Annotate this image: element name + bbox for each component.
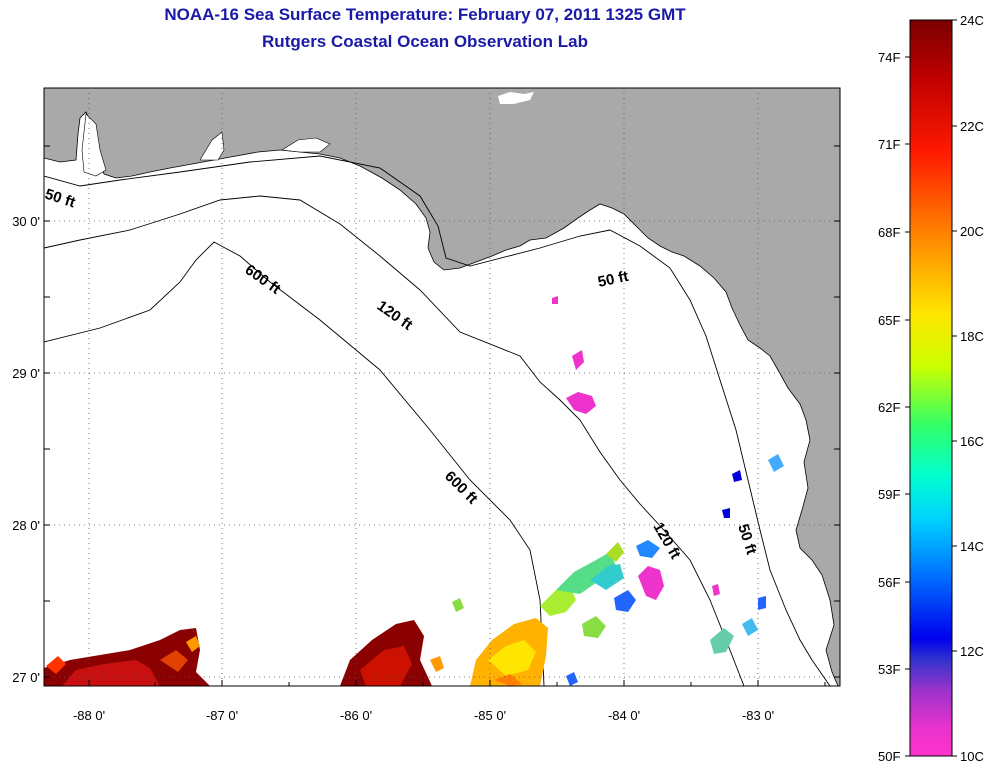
colorbar-ticks: [905, 19, 957, 757]
colorbar-fahrenheit-label: 53F: [878, 662, 900, 677]
colorbar-celsius-label: 18C: [960, 329, 984, 344]
colorbar-celsius-label: 20C: [960, 224, 984, 239]
colorbar-fahrenheit-label: 71F: [878, 137, 900, 152]
colorbar-fahrenheit-label: 59F: [878, 487, 900, 502]
lat-label: 27 0': [12, 670, 40, 685]
lon-label: -88 0': [73, 708, 105, 723]
axis-ticks: [44, 145, 840, 686]
colorbar-celsius-label: 22C: [960, 119, 984, 134]
bay-inlet: [81, 113, 107, 177]
isobath-50ft: [44, 155, 831, 686]
lat-label: 29 0': [12, 366, 40, 381]
bay-inlet: [281, 137, 331, 153]
colorbar-fahrenheit-label: 74F: [878, 50, 900, 65]
map-title: NOAA-16 Sea Surface Temperature: Februar…: [164, 5, 686, 24]
lat-label: 30 0': [12, 214, 40, 229]
lon-label: -87 0': [206, 708, 238, 723]
lon-label: -83 0': [742, 708, 774, 723]
colorbar: [909, 19, 953, 757]
lake: [498, 92, 534, 104]
colorbar-celsius-label: 16C: [960, 434, 984, 449]
colorbar-celsius-label: 12C: [960, 644, 984, 659]
isobath-600ft: [44, 241, 545, 686]
colorbar-fahrenheit-label: 50F: [878, 749, 900, 764]
isobath-120ft: [44, 195, 745, 686]
map-subtitle: Rutgers Coastal Ocean Observation Lab: [262, 32, 588, 51]
colorbar-fahrenheit-label: 62F: [878, 400, 900, 415]
colorbar-celsius-label: 14C: [960, 539, 984, 554]
colorbar-fahrenheit-label: 65F: [878, 313, 900, 328]
lon-label: -84 0': [608, 708, 640, 723]
sst-patches: [44, 296, 784, 686]
colorbar-fahrenheit-label: 68F: [878, 225, 900, 240]
contour-label-50ft-north: 50 ft: [596, 268, 630, 291]
bay-inlet: [199, 131, 225, 161]
plot-frame: [43, 87, 841, 687]
land-mass: [44, 88, 840, 686]
colorbar-celsius-label: 24C: [960, 13, 984, 28]
colorbar-celsius-label: 10C: [960, 749, 984, 764]
lon-label: -86 0': [340, 708, 372, 723]
colorbar-fahrenheit-label: 56F: [878, 575, 900, 590]
lat-label: 28 0': [12, 518, 40, 533]
lon-label: -85 0': [474, 708, 506, 723]
